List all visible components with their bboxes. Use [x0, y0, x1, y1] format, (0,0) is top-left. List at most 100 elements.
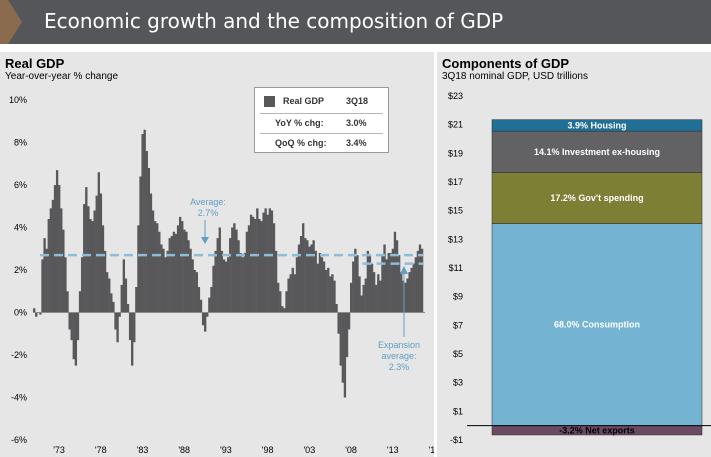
gdp-bar: [239, 253, 242, 313]
gdp-bar: [385, 259, 388, 313]
gdp-bar: [43, 238, 46, 313]
gdp-bar: [241, 257, 244, 313]
gdp-bar: [49, 208, 53, 313]
gdp-bar: [420, 248, 424, 313]
gdp-bar: [135, 287, 138, 313]
gdp-bar: [366, 250, 370, 313]
gdp-bar: [245, 231, 249, 313]
gdp-bar: [204, 312, 207, 332]
gdp-bar: [289, 274, 292, 313]
gdp-bar: [112, 301, 115, 313]
gdp-bar: [220, 250, 224, 313]
gdp-bar: [83, 204, 86, 313]
legend-divider: [260, 133, 383, 134]
x-tick-label: '13: [387, 445, 399, 455]
gdp-bar: [216, 238, 219, 313]
gdp-bar: [76, 312, 80, 341]
gdp-bar: [39, 312, 42, 315]
gdp-bar: [312, 240, 315, 313]
gdp-bar: [293, 274, 297, 313]
gdp-bar: [195, 272, 199, 313]
gdp-bar: [33, 308, 36, 313]
expansion-annotation-line3: 2.3%: [389, 362, 410, 372]
gdp-bar: [404, 282, 407, 313]
gdp-bar: [168, 238, 171, 313]
gdp-bar: [68, 312, 71, 330]
real-gdp-subtitle: Year-over-year % change: [5, 71, 119, 82]
gdp-bar: [224, 261, 228, 313]
gdp-bar: [299, 236, 303, 313]
gdp-bar: [350, 282, 353, 313]
gdp-bar: [387, 253, 390, 313]
gdp-bar: [397, 255, 401, 313]
y-tick-label: 0%: [14, 308, 27, 318]
gdp-bar: [306, 240, 309, 313]
x-tick-label: '88: [178, 445, 190, 455]
gdp-bar: [218, 227, 221, 313]
gdp-bar: [133, 312, 136, 343]
gdp-bar: [116, 312, 119, 343]
gdp-bar: [281, 306, 284, 313]
gdp-bar: [362, 284, 365, 313]
gdp-bar: [372, 272, 376, 313]
gdp-bar: [93, 210, 96, 313]
gdp-bar: [87, 206, 90, 313]
gdp-bar: [78, 291, 82, 313]
gdp-bar: [183, 229, 186, 313]
gdp-bar: [247, 225, 251, 313]
gdp-bar: [166, 250, 169, 313]
gdp-bar: [268, 208, 272, 313]
gdp-bar: [262, 212, 265, 313]
gdp-bar: [120, 284, 123, 313]
gdp-bar: [172, 231, 176, 313]
gdp-bar: [66, 291, 69, 313]
gdp-bar: [406, 278, 409, 313]
chevron-icon: [0, 0, 22, 44]
y-tick-label: -4%: [11, 393, 27, 403]
gdp-bar: [208, 297, 211, 313]
legend-row-qoq: QoQ % chg: 3.4%: [255, 132, 388, 154]
gdp-bar: [139, 176, 142, 313]
gdp-bar: [304, 238, 307, 313]
gdp-bar: [408, 272, 411, 313]
gdp-bar: [199, 299, 203, 313]
gdp-bar: [314, 250, 317, 313]
gdp-bar: [91, 221, 94, 313]
gdp-bar: [249, 214, 253, 313]
gdp-bar: [297, 244, 301, 313]
gdp-bar: [318, 253, 322, 313]
gdp-bar: [108, 278, 111, 313]
y-tick-label: 10%: [9, 95, 27, 105]
gdp-bar: [143, 129, 146, 313]
gdp-bar: [354, 248, 357, 313]
components-title: Components of GDP: [442, 56, 570, 71]
gdp-bar: [383, 244, 386, 313]
page-title: Economic growth and the composition of G…: [44, 9, 504, 33]
gdp-bar: [99, 193, 103, 313]
gdp-bar: [308, 246, 311, 313]
gdp-bar: [181, 221, 184, 313]
x-tick-label: '73: [53, 445, 65, 455]
gdp-bar: [72, 312, 75, 360]
gdp-bar: [110, 293, 113, 313]
gdp-bar: [270, 210, 274, 313]
gdp-bar: [89, 219, 92, 313]
gdp-bar: [214, 250, 217, 313]
gdp-bar: [274, 250, 278, 313]
gdp-bar: [178, 216, 182, 313]
gdp-bar: [210, 287, 213, 313]
header-bar: Economic growth and the composition of G…: [0, 0, 711, 44]
gdp-bar: [80, 257, 84, 313]
gdp-bar: [322, 261, 326, 313]
gdp-bar: [185, 231, 188, 313]
gdp-bar: [101, 225, 105, 313]
gdp-bar: [164, 257, 167, 313]
components-subtitle: 3Q18 nominal GDP, USD trillions: [442, 71, 588, 82]
components-panel: [437, 52, 711, 457]
gdp-bar: [103, 250, 107, 313]
legend-series-label: Real GDP: [283, 96, 325, 106]
gdp-bar: [160, 244, 163, 313]
expansion-annotation-line1: Expansion: [378, 340, 420, 350]
gdp-bar: [170, 236, 173, 313]
gdp-bar: [47, 219, 50, 313]
